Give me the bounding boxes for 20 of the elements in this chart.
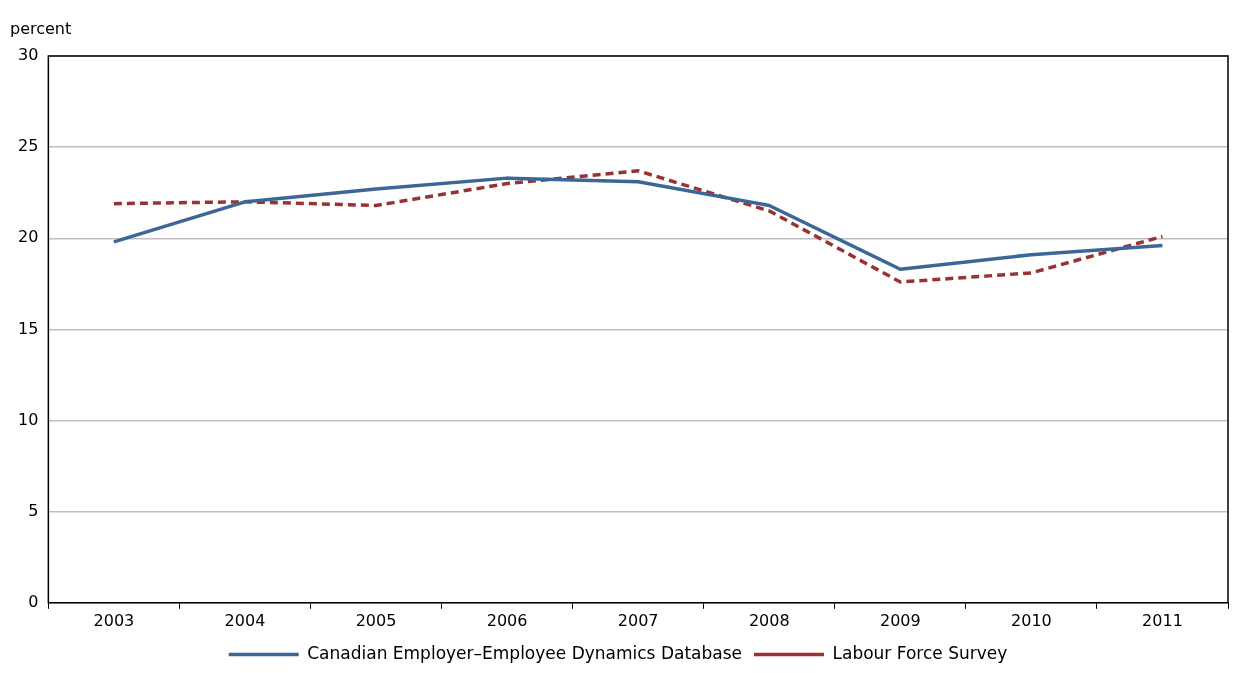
line-series — [112, 169, 1165, 284]
x-tick-label: 2003 — [93, 610, 135, 630]
y-tick-label: 15 — [18, 318, 39, 338]
y-axis-title: percent — [10, 19, 72, 39]
legend-label: Labour Force Survey — [832, 642, 1008, 663]
x-tick-label: 2004 — [224, 610, 266, 630]
y-tick-label: 0 — [28, 591, 39, 611]
y-tick-label: 20 — [18, 227, 39, 247]
x-tick-label: 2009 — [879, 610, 921, 630]
x-tick-label: 2006 — [486, 610, 528, 630]
x-tick-label: 2005 — [355, 610, 397, 630]
y-tick-label: 30 — [18, 45, 39, 65]
x-tick-label: 2010 — [1011, 610, 1052, 630]
x-tick-label: 2011 — [1142, 610, 1183, 630]
x-tick-label: 2008 — [748, 610, 790, 630]
y-tick-label: 25 — [18, 136, 39, 156]
y-tick-label: 10 — [18, 409, 39, 429]
y-tick-label: 5 — [28, 500, 39, 520]
x-tick-label: 2007 — [617, 610, 659, 630]
legend-label: Canadian Employer–Employee Dynamics Database — [307, 642, 742, 663]
